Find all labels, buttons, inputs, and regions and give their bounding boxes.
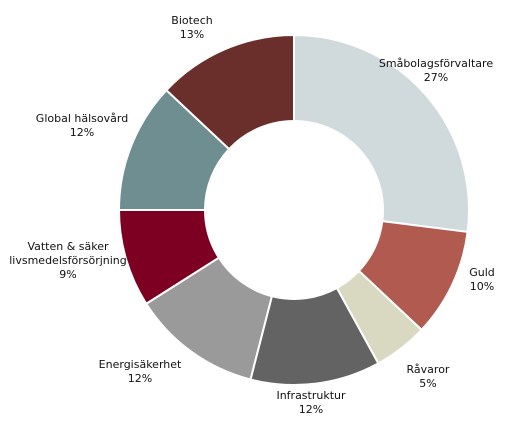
category-label: Guld: [469, 266, 495, 279]
value-label: 9%: [59, 268, 77, 281]
slice-label: Global hälsovård 12%: [17, 112, 147, 140]
slice-label: Råvaror 5%: [388, 363, 468, 391]
slice-label: Infrastruktur 12%: [251, 389, 371, 417]
value-label: 5%: [419, 377, 437, 390]
category-label: Biotech: [171, 14, 213, 27]
category-label: Global hälsovård: [35, 112, 129, 125]
slice-label: Energisäkerhet 12%: [80, 358, 200, 386]
slice: [293, 33, 470, 234]
value-label: 12%: [127, 372, 153, 385]
value-label: 27%: [423, 71, 449, 84]
category-label: Infrastruktur: [276, 389, 346, 402]
value-label: 13%: [179, 28, 205, 41]
category-label: Råvaror: [406, 363, 450, 376]
category-label: Energisäkerhet: [98, 358, 182, 371]
slice-label: Biotech 13%: [142, 14, 242, 42]
value-label: 12%: [69, 126, 95, 139]
category-label: Vatten & säker livsmedelsförsörjning: [9, 240, 127, 267]
slice-label: Vatten & säker livsmedelsförsörjning 9%: [3, 240, 133, 282]
slice-label: Guld 10%: [442, 266, 514, 294]
value-label: 12%: [298, 403, 324, 416]
value-label: 10%: [469, 280, 495, 293]
slice: [165, 33, 295, 151]
category-label: Småbolagsförvaltare: [378, 57, 494, 70]
slice-label: Småbolagsförvaltare 27%: [366, 57, 506, 85]
